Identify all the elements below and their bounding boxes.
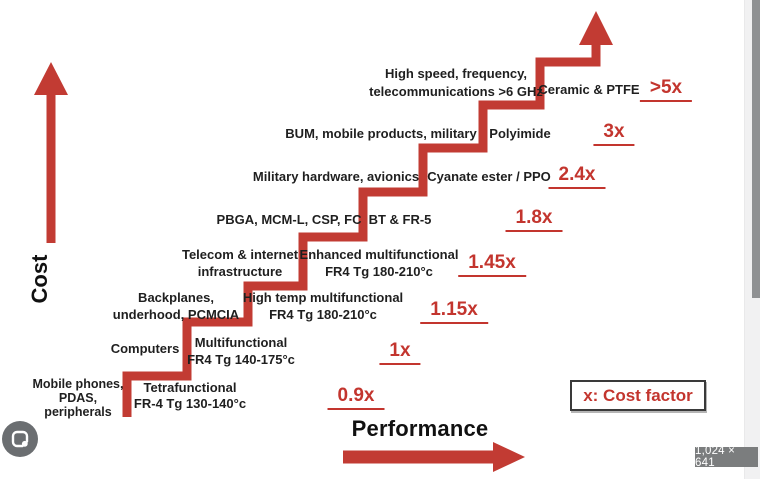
staircase-arrowhead-icon xyxy=(579,11,613,45)
material-label-line: Cyanate ester / PPO xyxy=(427,169,551,184)
cost-factor-value: 2.4x xyxy=(548,165,606,189)
cost-factor-value: 3x xyxy=(593,122,635,146)
application-label-line: BUM, mobile products, military xyxy=(285,126,477,141)
cost-factor-value: >5x xyxy=(639,78,693,102)
application-label: Military hardware, avionics xyxy=(253,168,419,185)
application-label: High speed, frequency, telecommunication… xyxy=(369,65,543,101)
application-label-line: Mobile phones, xyxy=(32,377,124,391)
material-label-line: BT & FR-5 xyxy=(368,212,432,227)
application-label: Backplanes, underhood, PCMCIA xyxy=(113,289,239,323)
material-label-line: Enhanced multifunctional xyxy=(299,247,459,262)
material-label: BT & FR-5 xyxy=(369,211,432,228)
application-label-line: Computers xyxy=(110,341,180,356)
material-label-line: FR4 Tg 140-175°c xyxy=(187,352,295,367)
material-label: High temp multifunctional FR4 Tg 180-210… xyxy=(243,289,403,323)
material-label-line: FR-4 Tg 130-140°c xyxy=(133,396,247,411)
application-label-line: PBGA, MCM-L, CSP, FC xyxy=(216,212,362,227)
material-label: Ceramic & PTFE xyxy=(538,81,639,98)
image-size-badge: 1,024 × 641 xyxy=(695,445,758,469)
google-lens-icon xyxy=(11,430,29,448)
application-label-line: telecommunications >6 GHz xyxy=(369,84,543,99)
material-label-line: FR4 Tg 180-210°c xyxy=(325,264,433,279)
material-label: Enhanced multifunctional FR4 Tg 180-210°… xyxy=(300,246,459,280)
cost-factor-legend-box: x: Cost factor xyxy=(570,380,706,411)
application-label-line: Military hardware, avionics xyxy=(252,169,420,184)
cost-factor-value: 1.45x xyxy=(458,253,526,277)
material-label: Cyanate ester / PPO xyxy=(427,168,551,185)
application-label-line: peripherals xyxy=(44,405,112,419)
cost-factor-value: 1.8x xyxy=(505,208,563,232)
material-label-line: FR4 Tg 180-210°c xyxy=(269,307,377,322)
application-label-line: underhood, PCMCIA xyxy=(112,307,240,322)
scrollbar[interactable] xyxy=(744,0,760,479)
cost-factor-value: 1x xyxy=(379,341,421,365)
material-label: Polyimide xyxy=(489,125,550,142)
application-label-line: Backplanes, xyxy=(138,290,214,305)
cost-factor-value: 1.15x xyxy=(420,300,488,324)
performance-axis-arrowhead-icon xyxy=(493,442,525,472)
application-label: Telecom & internet infrastructure xyxy=(182,246,298,280)
application-label: Mobile phones, PDAS, peripherals xyxy=(33,377,124,419)
application-label: Computers xyxy=(111,340,180,357)
application-label-line: infrastructure xyxy=(197,264,283,279)
material-label-line: Multifunctional xyxy=(194,335,288,350)
google-lens-button[interactable] xyxy=(2,421,38,457)
material-label: Tetrafunctional FR-4 Tg 130-140°c xyxy=(134,380,246,412)
material-label-line: Polyimide xyxy=(489,126,551,141)
cost-axis-label: Cost xyxy=(27,254,52,304)
material-label-line: Tetrafunctional xyxy=(143,380,237,395)
application-label: BUM, mobile products, military xyxy=(285,125,476,142)
application-label-line: PDAS, xyxy=(58,391,98,405)
application-label: PBGA, MCM-L, CSP, FC xyxy=(217,211,362,228)
cost-axis-arrow xyxy=(34,62,68,243)
application-label-line: High speed, frequency, xyxy=(384,66,528,81)
staircase-line xyxy=(122,40,601,417)
performance-axis-label: Performance xyxy=(351,416,489,441)
cost-factor-value: 0.9x xyxy=(327,386,385,410)
material-label-line: High temp multifunctional xyxy=(242,290,404,305)
material-label: Multifunctional FR4 Tg 140-175°c xyxy=(187,334,295,368)
cost-axis-arrowhead-icon xyxy=(34,62,68,95)
application-label-line: Telecom & internet xyxy=(181,247,299,262)
performance-axis-arrow xyxy=(343,442,525,472)
material-label-line: Ceramic & PTFE xyxy=(538,82,640,97)
scrollbar-thumb[interactable] xyxy=(752,0,760,298)
